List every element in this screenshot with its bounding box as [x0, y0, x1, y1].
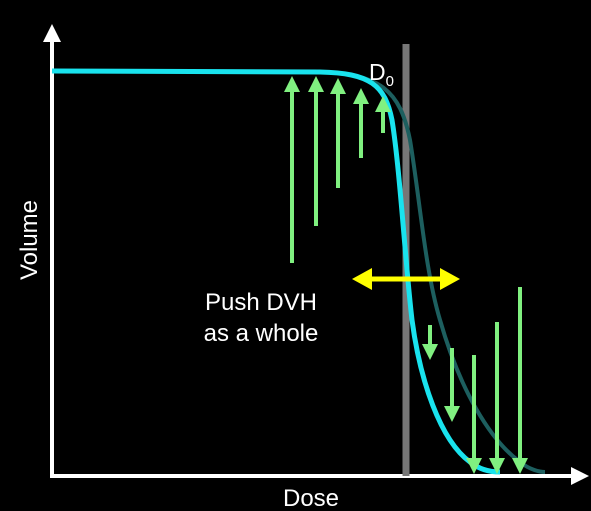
x-axis-label: Dose: [283, 485, 339, 511]
arrow-head: [330, 78, 346, 94]
arrow-head: [308, 76, 324, 92]
arrow-head: [284, 76, 300, 92]
y-axis-arrowhead: [43, 24, 61, 42]
arrow-head: [444, 406, 460, 422]
annotation-line: as a whole: [204, 320, 319, 347]
x-axis-arrowhead: [571, 467, 589, 485]
d0-subscript: 0: [386, 73, 394, 90]
arrow-head: [489, 458, 505, 474]
arrow-head: [375, 96, 391, 112]
arrow-head: [512, 458, 528, 474]
arrow-head: [422, 344, 438, 360]
d0-label: D0: [369, 59, 394, 90]
arrow-head: [466, 458, 482, 474]
shift-arrowhead: [352, 268, 372, 290]
annotation-line: Push DVH: [205, 289, 317, 316]
shift-arrowhead: [440, 268, 460, 290]
d0-base: D: [369, 59, 386, 85]
arrow-head: [353, 88, 369, 104]
push-arrows: [284, 76, 528, 474]
y-axis-label: Volume: [16, 200, 43, 280]
